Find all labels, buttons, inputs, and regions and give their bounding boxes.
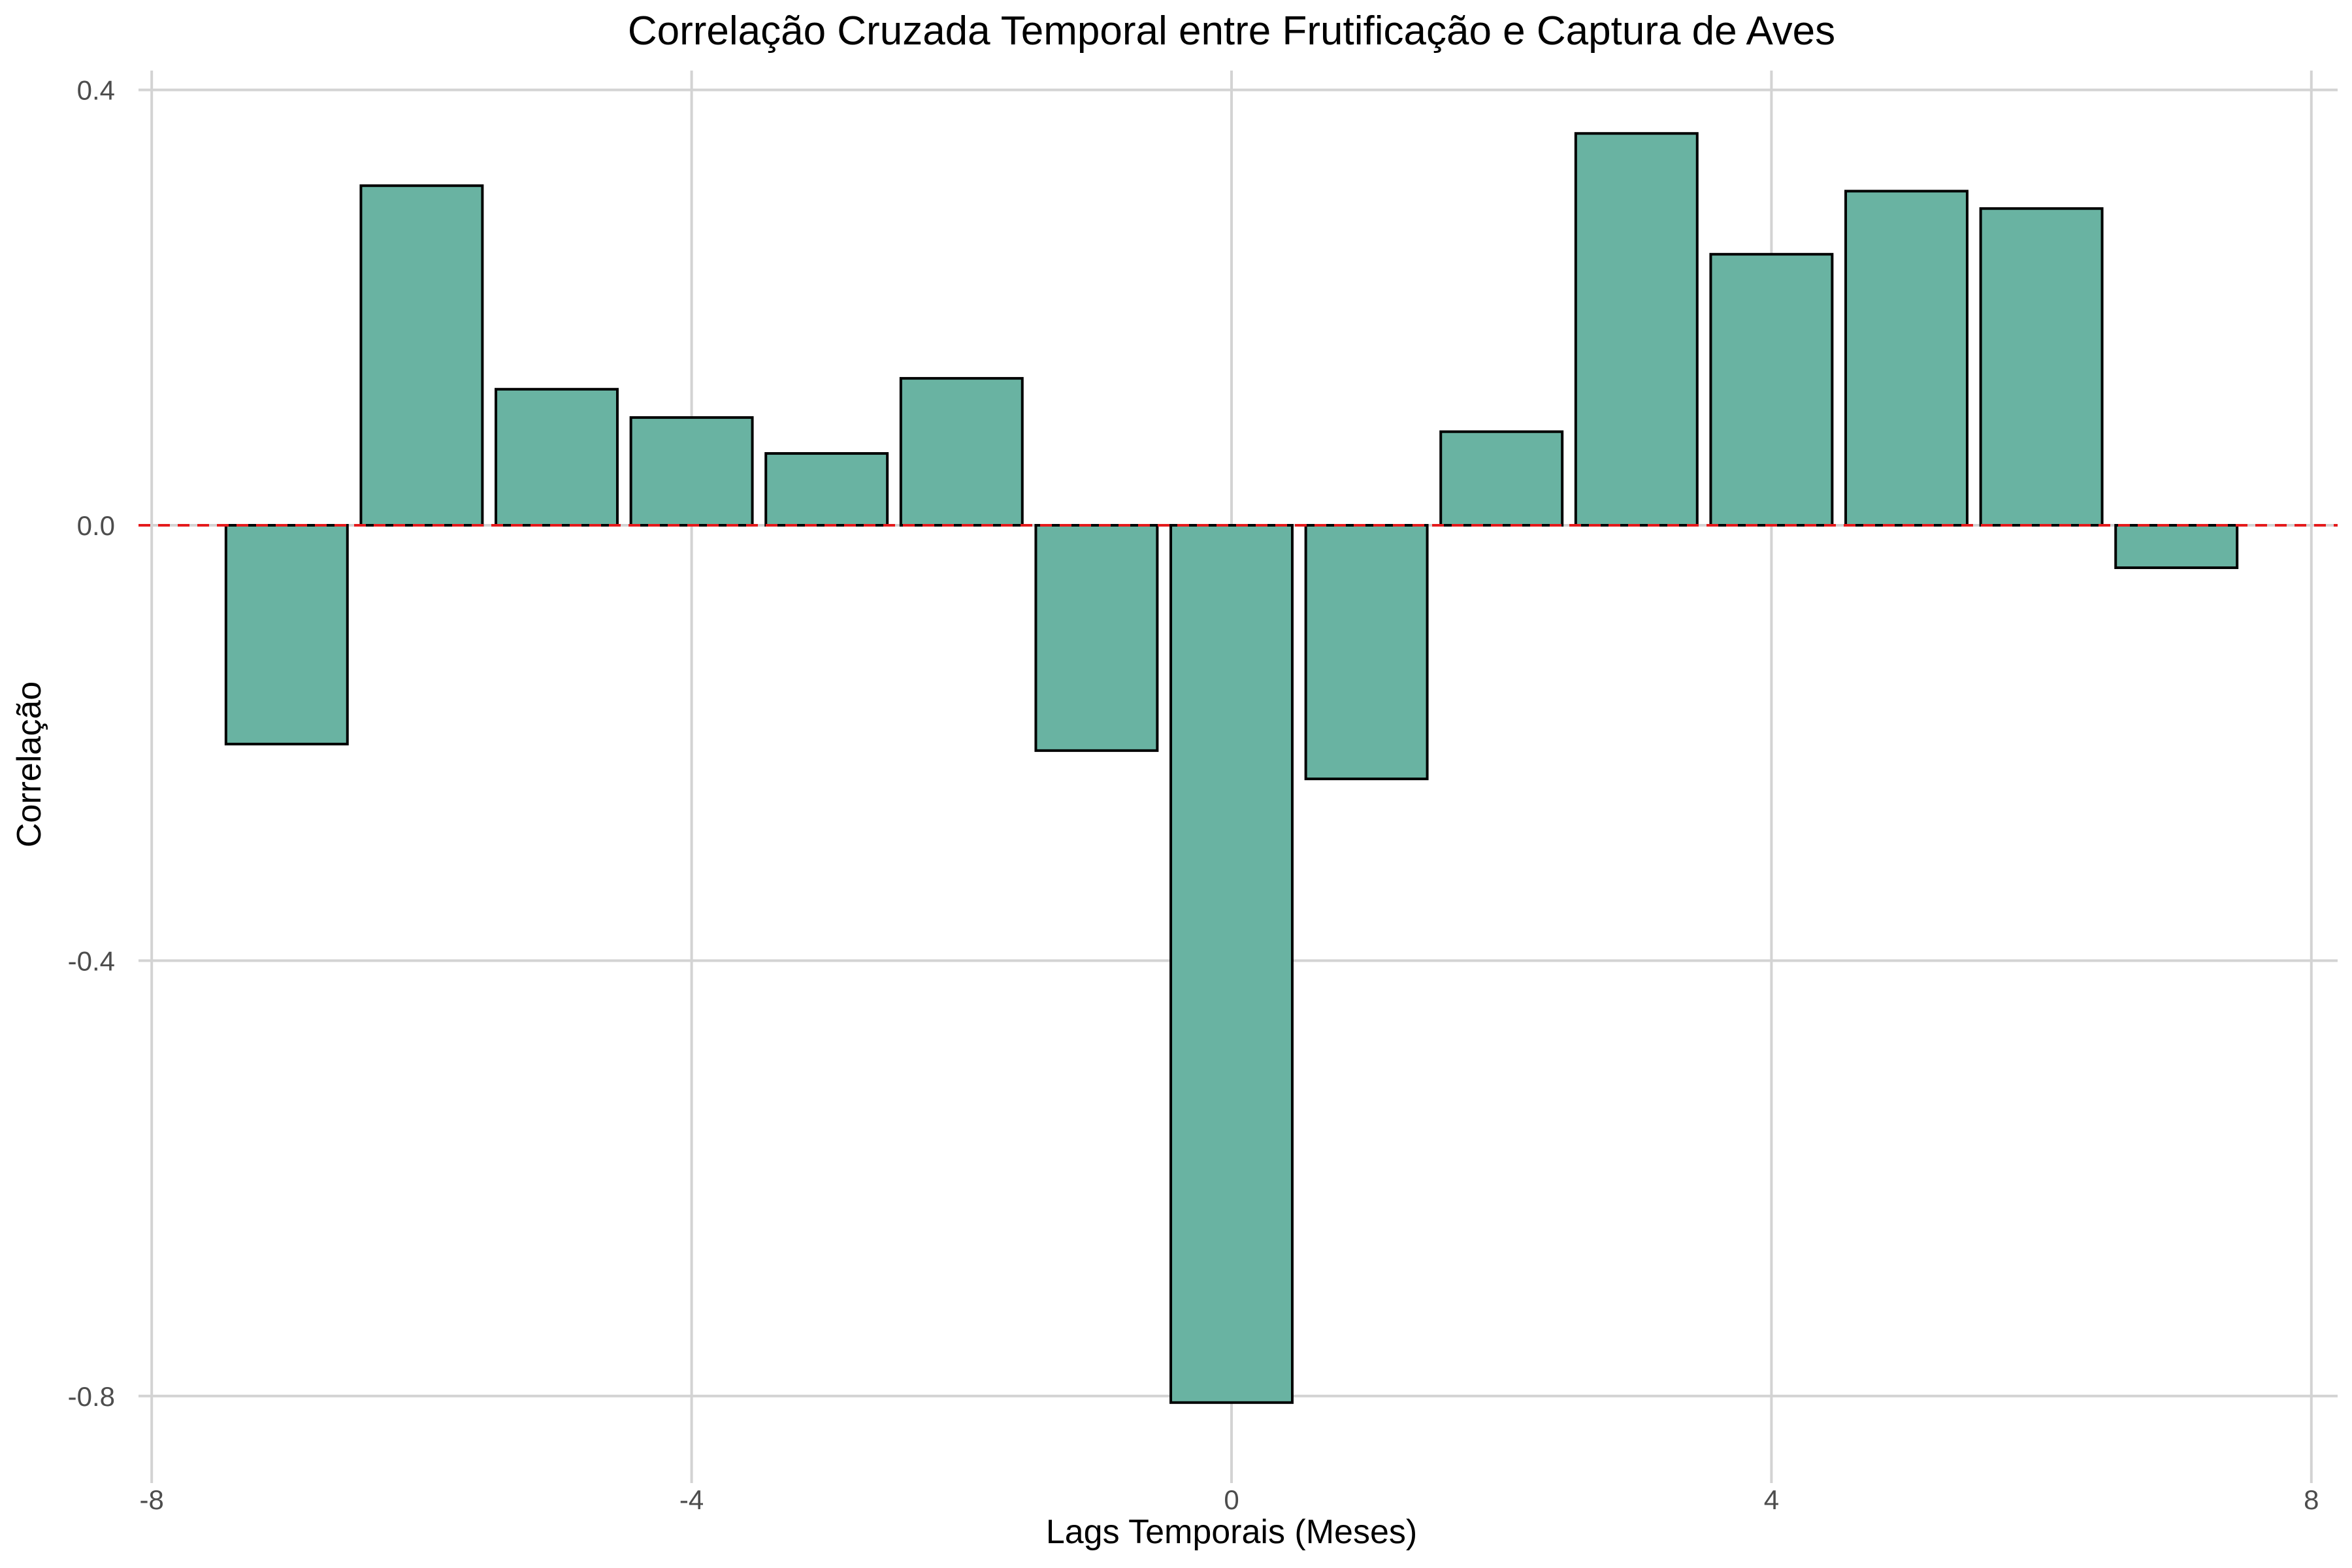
y-axis-ticks: 0.4 0.0 -0.4 -0.8 xyxy=(68,75,115,1412)
x-tick-label: -4 xyxy=(679,1484,704,1515)
bar-lag--6 xyxy=(359,184,484,527)
x-tick-label: 8 xyxy=(2304,1484,2319,1515)
bars xyxy=(224,132,2239,1404)
y-tick-label: 0.0 xyxy=(77,510,115,541)
y-tick-label: -0.8 xyxy=(68,1381,115,1412)
bar-lag-0 xyxy=(1169,524,1294,1404)
bar-lag--7 xyxy=(224,524,349,745)
bar-lag-6 xyxy=(1979,207,2104,527)
bar-lag-3 xyxy=(1574,132,1699,527)
bar-lag-5 xyxy=(1844,189,1968,527)
bar-lag--3 xyxy=(764,452,889,527)
bar-lag--1 xyxy=(1034,524,1159,752)
bar-lag--2 xyxy=(899,377,1024,527)
x-axis-title: Lags Temporais (Meses) xyxy=(1046,1513,1417,1551)
bar-lag--5 xyxy=(495,387,619,527)
x-axis-ticks: -8 -4 0 4 8 xyxy=(140,1484,2319,1515)
bar-lag-2 xyxy=(1439,430,1564,527)
y-tick-label: -0.4 xyxy=(68,945,115,976)
bar-lag--4 xyxy=(629,416,754,527)
x-tick-label: 4 xyxy=(1764,1484,1779,1515)
x-tick-label: -8 xyxy=(140,1484,164,1515)
y-tick-label: 0.4 xyxy=(77,75,115,106)
y-axis-title: Correlação xyxy=(10,681,48,847)
bar-lag-7 xyxy=(2114,524,2239,569)
chart-title: Correlação Cruzada Temporal entre Frutif… xyxy=(628,8,1835,54)
bar-lag-4 xyxy=(1709,253,1834,527)
x-tick-label: 0 xyxy=(1224,1484,1239,1515)
bar-lag-1 xyxy=(1304,524,1429,781)
